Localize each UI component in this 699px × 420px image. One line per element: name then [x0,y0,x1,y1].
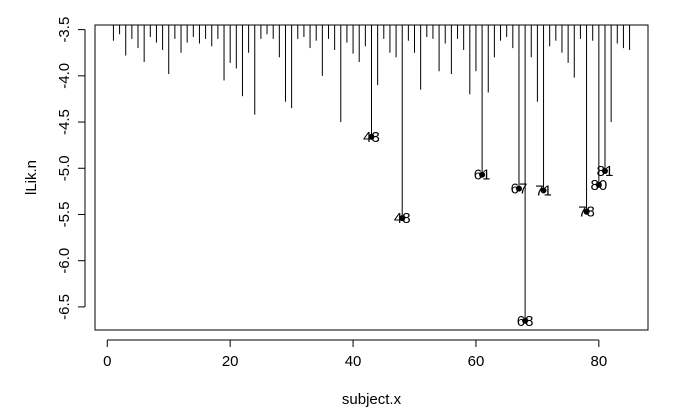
point-label-71: 71 [535,182,552,199]
point-label-78: 78 [578,204,595,221]
point-61 [479,171,486,178]
x-axis-title: subject.x [342,391,402,408]
point-48 [399,215,406,222]
point-43 [368,133,375,140]
point-label-67: 67 [511,181,528,198]
x-axis: 0 20 40 60 80 [103,339,608,370]
point-80 [595,181,602,188]
point-78 [583,208,590,215]
needle-series [112,25,631,321]
point-68 [522,317,529,324]
y-tick-label: -6.5 [56,294,73,320]
x-tick-label: 20 [222,353,239,370]
point-81 [601,168,608,175]
x-tick-label: 80 [591,353,608,370]
x-tick-label: 0 [103,353,111,370]
y-tick-label: -5.0 [56,155,73,181]
y-tick-label: -4.0 [56,63,73,89]
y-axis-title: lLik.n [23,160,40,195]
y-tick-label: -4.5 [56,109,73,135]
point-label-61: 61 [474,167,491,184]
x-tick-label: 40 [345,353,362,370]
y-tick-label: -3.5 [56,17,73,43]
point-label-81: 81 [597,163,614,180]
point-label-80: 80 [591,177,608,194]
point-67 [515,185,522,192]
x-tick-label: 60 [468,353,485,370]
point-label-43: 43 [363,129,380,146]
y-axis: -3.5 -4.0 -4.5 -5.0 -5.5 -6.0 -6.5 [56,17,86,320]
y-tick-label: -6.0 [56,248,73,274]
point-71 [540,187,547,194]
y-tick-label: -5.5 [56,202,73,228]
point-label-68: 68 [517,313,534,330]
point-label-48: 48 [394,210,411,227]
